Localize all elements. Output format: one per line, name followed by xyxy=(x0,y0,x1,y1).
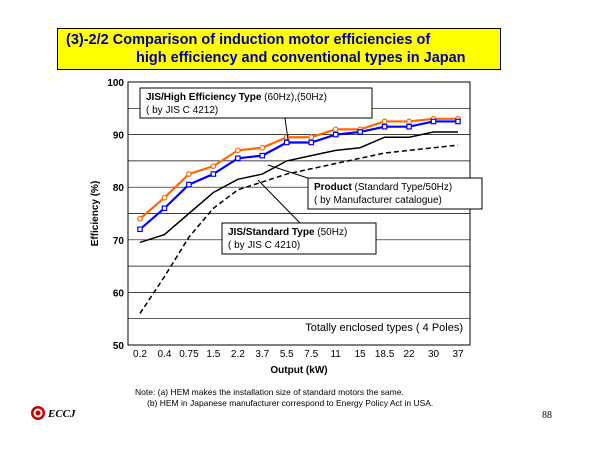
title-line-1: (3)-2/2 Comparison of induction motor ef… xyxy=(66,32,431,48)
annotation-box xyxy=(307,177,483,210)
x-tick-label: 0.75 xyxy=(179,349,199,360)
title-line-2: high efficiency and conventional types i… xyxy=(136,50,466,66)
annotation-pointer xyxy=(257,179,301,224)
data-point xyxy=(406,123,412,130)
annotation-title: JIS/Standard Type (50Hz) xyxy=(228,227,347,238)
data-point xyxy=(357,129,363,135)
y-tick-label: 60 xyxy=(113,288,125,299)
series-line-1 xyxy=(139,120,458,231)
data-point xyxy=(234,147,241,154)
data-point xyxy=(308,134,315,141)
x-tick-label: 37 xyxy=(452,349,464,360)
y-tick-label: 80 xyxy=(113,183,125,194)
data-point xyxy=(210,171,217,177)
data-point xyxy=(259,152,266,159)
note-line-1: Note: (a) HEM makes the installation siz… xyxy=(135,387,404,397)
data-point xyxy=(137,226,143,233)
data-point xyxy=(161,205,168,212)
x-tick-label: 7.5 xyxy=(304,349,318,360)
annotation-title: Product (Standard Type/50Hz) xyxy=(314,182,452,193)
x-tick-label: 15 xyxy=(355,349,367,360)
annotation-title: JIS/High Efficiency Type (60Hz),(50Hz) xyxy=(146,92,327,103)
x-tick-label: 3.7 xyxy=(255,349,269,360)
page-number: 88 xyxy=(542,410,552,421)
data-point xyxy=(430,118,437,125)
annotation-box xyxy=(221,222,377,255)
annotation-pointer xyxy=(284,117,289,141)
data-point xyxy=(283,139,290,146)
data-point xyxy=(161,194,168,201)
logo-text: ECCJ xyxy=(48,408,76,420)
y-axis-label: Efficiency (%) xyxy=(90,181,101,247)
footnote: Note: (a) HEM makes the installation siz… xyxy=(135,387,433,409)
x-tick-label: 30 xyxy=(428,349,440,360)
data-point xyxy=(210,163,217,170)
x-tick-label: 0.4 xyxy=(158,349,172,360)
data-point xyxy=(186,181,192,188)
data-point xyxy=(455,118,461,125)
series-line-2 xyxy=(139,131,458,244)
slide-title: (3)-2/2 Comparison of induction motor ef… xyxy=(57,28,501,70)
series-line-3 xyxy=(139,144,459,314)
annotation-box xyxy=(139,87,373,119)
series-line-0 xyxy=(139,117,458,220)
annotation-source: ( by Manufacturer catalogue) xyxy=(314,195,442,206)
eccj-logo-icon xyxy=(31,406,45,420)
y-tick-label: 90 xyxy=(113,131,125,142)
data-point xyxy=(308,139,315,146)
data-point xyxy=(259,144,266,151)
data-point xyxy=(235,155,241,162)
data-point xyxy=(283,134,290,141)
annotation-source: ( by JIS C 4212) xyxy=(146,105,218,116)
x-tick-label: 2.2 xyxy=(231,349,245,360)
x-tick-label: 11 xyxy=(330,349,341,360)
y-tick-label: 70 xyxy=(113,236,125,247)
x-tick-label: 22 xyxy=(404,349,416,360)
data-point xyxy=(406,118,412,125)
x-tick-label: 0.2 xyxy=(133,349,147,360)
data-point xyxy=(137,215,143,222)
x-axis-label: Output (kW) xyxy=(270,365,327,376)
annotation-source: ( by JIS C 4210) xyxy=(228,240,300,251)
data-point xyxy=(332,131,339,138)
note-line-2: (b) HEM in Japanese manufacturer corresp… xyxy=(147,398,434,408)
x-tick-label: 1.5 xyxy=(206,349,220,360)
y-tick-label: 100 xyxy=(107,78,124,89)
x-tick-label: 18.5 xyxy=(375,349,395,360)
x-tick-label: 5.5 xyxy=(280,349,294,360)
data-point xyxy=(332,126,339,133)
data-point xyxy=(381,123,388,130)
data-point xyxy=(381,118,388,125)
data-point xyxy=(186,171,192,177)
y-tick-label: 50 xyxy=(113,341,125,352)
enclosure-type-label: Totally enclosed types ( 4 Poles) xyxy=(305,322,463,334)
